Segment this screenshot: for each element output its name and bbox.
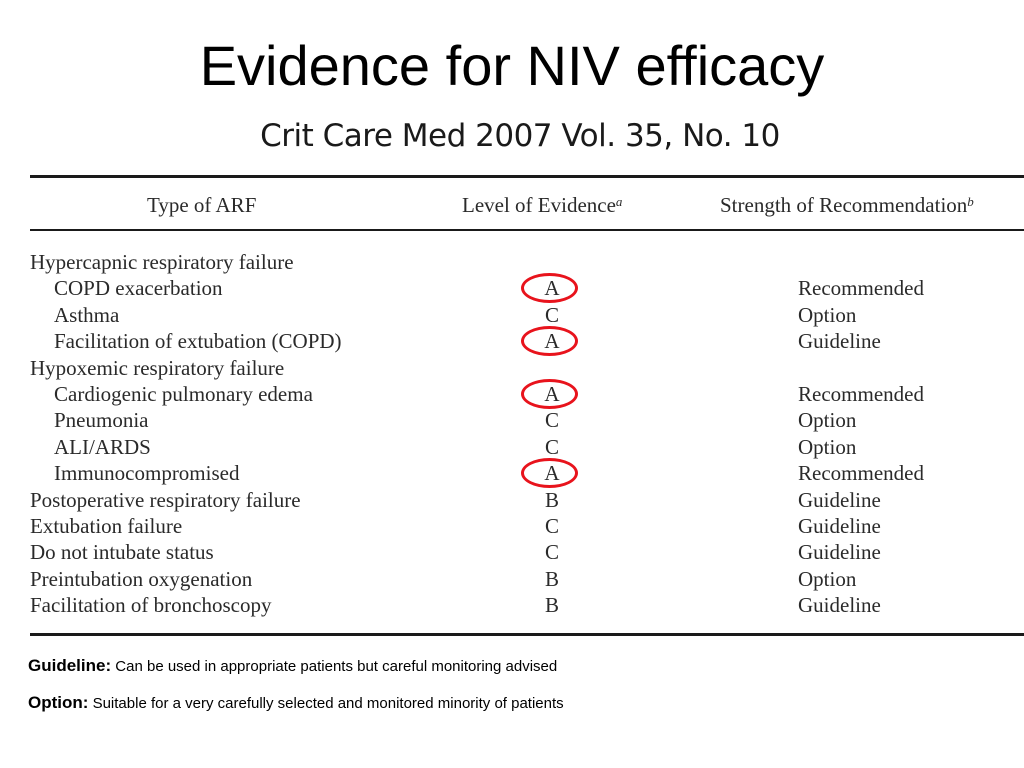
table-row: Do not intubate status C Guideline — [0, 539, 1024, 565]
slide-title: Evidence for NIV efficacy — [0, 30, 1024, 102]
table-header-rule — [30, 229, 1024, 231]
row-level: C — [540, 539, 564, 565]
row-strength: Option — [798, 302, 856, 328]
row-level: C — [540, 513, 564, 539]
row-type: Do not intubate status — [30, 539, 214, 565]
row-level: B — [540, 487, 564, 513]
table-row: Extubation failure C Guideline — [0, 513, 1024, 539]
table-row: Asthma C Option — [0, 302, 1024, 328]
row-strength: Guideline — [798, 487, 881, 513]
row-strength: Guideline — [798, 592, 881, 618]
row-level: B — [540, 566, 564, 592]
row-type: Postoperative respiratory failure — [30, 487, 301, 513]
highlight-circle — [521, 379, 578, 409]
header-level-of-evidence: Level of Evidencea — [462, 191, 622, 219]
row-strength: Guideline — [798, 539, 881, 565]
journal-citation: Crit Care Med 2007 Vol. 35, No. 10 — [0, 116, 1024, 156]
table-row: Facilitation of extubation (COPD) A Guidel… — [0, 328, 1024, 354]
row-type: Cardiogenic pulmonary edema — [54, 381, 313, 407]
table-row: Preintubation oxygenation B Option — [0, 566, 1024, 592]
row-type: ALI/ARDS — [54, 434, 151, 460]
header-strength-of-recommendation: Strength of Recommendationb — [720, 191, 974, 219]
row-type: COPD exacerbation — [54, 275, 223, 301]
row-level: C — [540, 302, 564, 328]
row-level: B — [540, 592, 564, 618]
row-strength: Recommended — [798, 381, 924, 407]
table-row: Hypoxemic respiratory failure — [0, 355, 1024, 381]
row-type: Pneumonia — [54, 407, 149, 433]
row-type: Preintubation oxygenation — [30, 566, 252, 592]
table-top-rule — [30, 175, 1024, 178]
option-text: Suitable for a very carefully selected a… — [88, 695, 563, 712]
table-bottom-rule — [30, 633, 1024, 636]
table-row: Pneumonia C Option — [0, 407, 1024, 433]
guideline-text: Can be used in appropriate patients but … — [111, 658, 557, 675]
table-row: Immunocompromised A Recommended — [0, 460, 1024, 486]
table-row: COPD exacerbation A Recommended — [0, 275, 1024, 301]
row-strength: Option — [798, 407, 856, 433]
row-type: Asthma — [54, 302, 119, 328]
table-row: Facilitation of bronchoscopy B Guideline — [0, 592, 1024, 618]
row-type: Hypoxemic respiratory failure — [30, 355, 284, 381]
highlight-circle — [521, 458, 578, 488]
header-strength-footnote: b — [967, 194, 974, 209]
guideline-definition: Guideline: Can be used in appropriate pa… — [28, 655, 557, 678]
row-level: C — [540, 407, 564, 433]
row-level: C — [540, 434, 564, 460]
row-type: Facilitation of bronchoscopy — [30, 592, 271, 618]
row-strength: Guideline — [798, 328, 881, 354]
header-level-footnote: a — [616, 194, 623, 209]
table-row: Cardiogenic pulmonary edema A Recommended — [0, 381, 1024, 407]
table-row: Postoperative respiratory failure B Guidel… — [0, 487, 1024, 513]
row-type: Extubation failure — [30, 513, 182, 539]
row-type: Immunocompromised — [54, 460, 239, 486]
header-type-of-arf: Type of ARF — [147, 191, 256, 219]
row-strength: Recommended — [798, 460, 924, 486]
row-strength: Guideline — [798, 513, 881, 539]
highlight-circle — [521, 326, 578, 356]
table-row: Hypercapnic respiratory failure — [0, 249, 1024, 275]
row-type: Hypercapnic respiratory failure — [30, 249, 294, 275]
guideline-term: Guideline: — [28, 656, 111, 675]
row-strength: Option — [798, 434, 856, 460]
option-definition: Option: Suitable for a very carefully se… — [28, 692, 564, 715]
row-strength: Recommended — [798, 275, 924, 301]
row-strength: Option — [798, 566, 856, 592]
table-row: ALI/ARDS C Option — [0, 434, 1024, 460]
row-type: Facilitation of extubation (COPD) — [54, 328, 342, 354]
option-term: Option: — [28, 693, 88, 712]
